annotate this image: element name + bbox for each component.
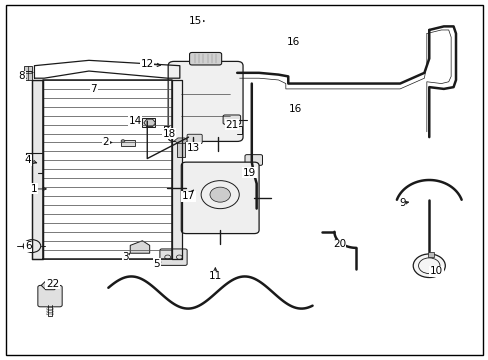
Text: 3: 3 [122,252,128,262]
Bar [120,140,135,146]
Text: 4: 4 [25,156,31,165]
Bar [24,66,32,80]
Text: 6: 6 [25,241,31,251]
Bar [32,80,42,258]
Text: 16: 16 [286,37,299,48]
Circle shape [412,254,445,278]
Text: 5: 5 [153,259,160,269]
FancyBboxPatch shape [160,249,187,265]
Text: 2: 2 [102,138,109,148]
Text: 7: 7 [90,84,97,94]
Polygon shape [174,138,188,144]
Text: 14: 14 [128,116,142,126]
Text: 19: 19 [242,168,255,178]
Text: 16: 16 [288,104,302,113]
Text: 22: 22 [46,279,59,289]
FancyBboxPatch shape [181,162,259,234]
Text: 12: 12 [141,59,154,69]
FancyBboxPatch shape [187,134,202,144]
Text: 8: 8 [19,71,25,81]
Bar [171,80,182,258]
Text: 13: 13 [186,143,200,153]
FancyBboxPatch shape [244,155,262,165]
Bar [427,252,433,257]
Polygon shape [41,281,59,290]
Text: 15: 15 [189,16,202,26]
Text: 10: 10 [429,266,442,276]
Text: 9: 9 [398,198,405,208]
Text: 21: 21 [225,120,239,130]
Text: 18: 18 [162,129,175,139]
FancyBboxPatch shape [223,115,240,124]
Text: 1: 1 [31,184,38,194]
Circle shape [209,187,230,202]
Polygon shape [143,119,155,127]
Bar [177,141,185,157]
Bar [142,118,154,127]
Text: 11: 11 [208,271,222,282]
Circle shape [121,140,124,143]
FancyBboxPatch shape [38,285,62,307]
FancyBboxPatch shape [168,62,243,141]
Text: 20: 20 [332,239,345,249]
Polygon shape [130,241,149,253]
Text: 17: 17 [182,191,195,201]
FancyBboxPatch shape [189,53,221,65]
